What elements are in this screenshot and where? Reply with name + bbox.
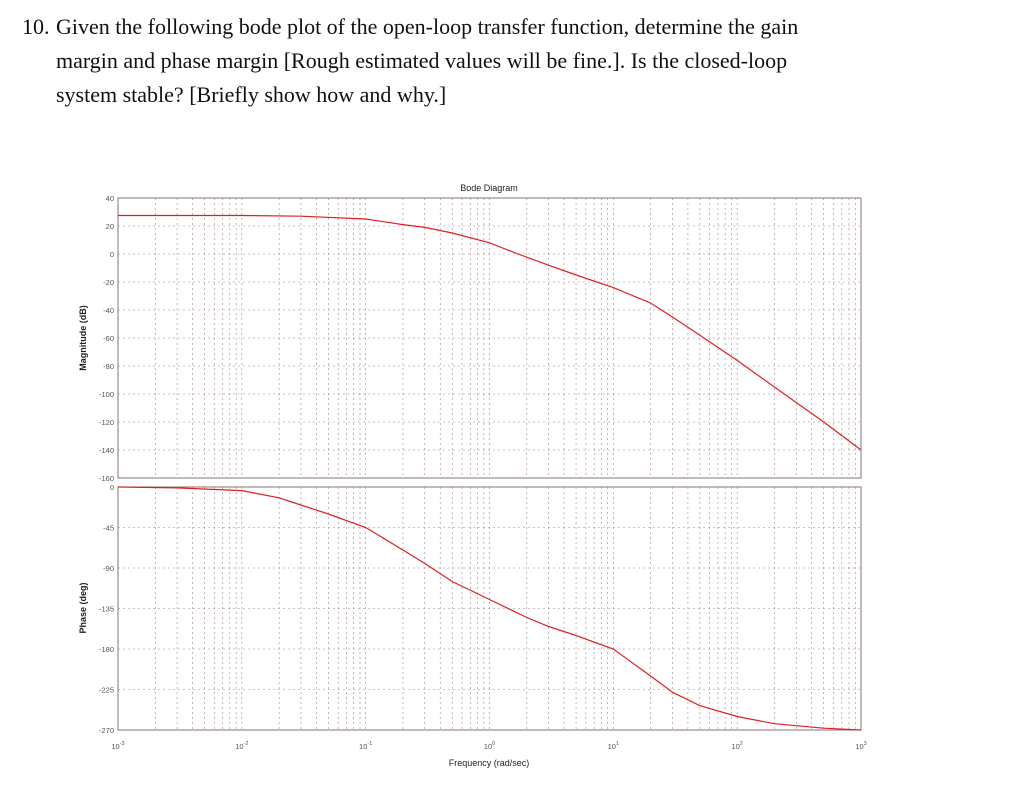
question-number: 10. [22, 14, 50, 39]
y-tick-label: -180 [99, 645, 114, 654]
y-tick-label: -80 [103, 362, 114, 371]
magnitude-curve [118, 214, 862, 451]
y-tick-label: -270 [99, 726, 114, 735]
y-tick-label: 20 [106, 222, 114, 231]
magnitude-y-label: Magnitude (dB) [78, 305, 88, 371]
chart-title: Bode Diagram [460, 183, 518, 193]
phase-curve [117, 486, 862, 731]
magnitude-y-tick-labels: 40 20 0 -20 -40 -60 -80 -100 -120 -140 -160 [99, 194, 114, 483]
y-tick-label: -100 [99, 390, 114, 399]
y-tick-label: -120 [99, 418, 114, 427]
magnitude-grid [118, 198, 861, 478]
y-tick-label: 40 [106, 194, 114, 203]
question-line-2: margin and phase margin [Rough estimated… [56, 48, 788, 73]
phase-y-tick-labels: 0 -45 -90 -135 -180 -225 -270 [99, 483, 114, 735]
x-tick-label: 10-3 [111, 741, 124, 751]
y-tick-label: -135 [99, 605, 114, 614]
y-tick-label: -160 [99, 474, 114, 483]
y-tick-label: -40 [103, 306, 114, 315]
y-tick-label: -60 [103, 334, 114, 343]
y-tick-label: -90 [103, 564, 114, 573]
y-tick-label: -20 [103, 278, 114, 287]
question-line-3: system stable? [Briefly show how and why… [56, 82, 447, 107]
x-axis-label: Frequency (rad/sec) [449, 758, 530, 768]
phase-axes [117, 486, 862, 731]
x-tick-label: 100 [484, 741, 495, 751]
x-tick-label: 101 [608, 741, 619, 751]
phase-y-label: Phase (deg) [78, 582, 88, 633]
phase-grid [118, 487, 861, 730]
y-tick-label: -225 [99, 686, 114, 695]
question-line-1: Given the following bode plot of the ope… [56, 14, 799, 39]
y-tick-label: -140 [99, 446, 114, 455]
y-tick-label: 0 [110, 483, 114, 492]
x-tick-label: 10-1 [359, 741, 372, 751]
x-tick-label: 10-2 [235, 741, 248, 751]
magnitude-axes [117, 197, 862, 479]
y-tick-label: 0 [110, 250, 114, 259]
x-tick-labels: 10-3 10-2 10-1 100 101 102 103 [111, 741, 866, 751]
x-tick-label: 103 [855, 741, 866, 751]
y-tick-label: -45 [103, 524, 114, 533]
x-tick-label: 102 [731, 741, 742, 751]
question-text: 10. Given the following bode plot of the … [22, 10, 1012, 112]
